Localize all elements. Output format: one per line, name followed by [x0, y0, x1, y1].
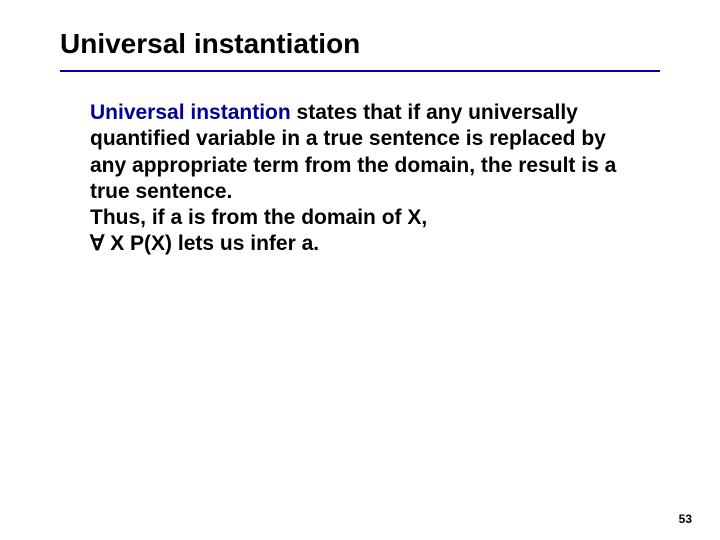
body-line-2: Thus, if a is from the domain of X, — [90, 206, 427, 229]
keyword-text: Universal instantion — [90, 101, 291, 124]
body-text: Universal instantion states that if any … — [90, 100, 635, 258]
forall-symbol: ∀ — [90, 232, 104, 255]
title-divider — [60, 70, 660, 72]
slide: Universal instantiation Universal instan… — [0, 0, 720, 540]
page-number: 53 — [679, 512, 692, 526]
slide-title: Universal instantiation — [60, 28, 360, 60]
body-line-3-rest: X P(X) lets us infer a. — [104, 232, 319, 255]
